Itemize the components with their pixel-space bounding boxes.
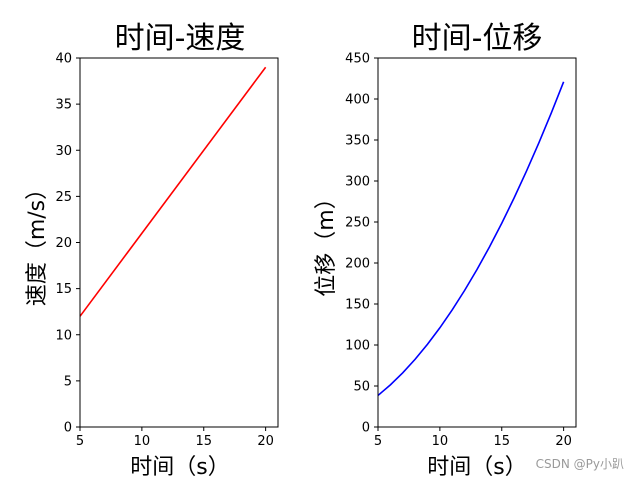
displacement-y-tick-label: 450	[345, 52, 370, 67]
displacement-x-tick-label: 10	[432, 434, 449, 449]
velocity-x-tick-label: 15	[195, 434, 212, 449]
velocity-y-tick-label: 35	[55, 98, 72, 113]
velocity-y-tick-label: 5	[64, 374, 72, 389]
velocity-y-tick-label: 25	[55, 190, 72, 205]
displacement-y-tick-label: 50	[353, 380, 370, 395]
displacement-x-axis-title: 时间（s）	[427, 455, 526, 480]
displacement-series-line	[377, 81, 565, 397]
displacement-x-tick-label: 15	[493, 434, 510, 449]
displacement-chart-title: 时间-位移	[412, 21, 543, 56]
velocity-series-line	[79, 66, 267, 317]
velocity-x-tick-label: 20	[257, 434, 274, 449]
displacement-y-tick-label: 350	[345, 134, 370, 149]
displacement-y-tick-label: 0	[362, 421, 370, 436]
velocity-x-axis-title: 时间（s）	[130, 455, 229, 480]
displacement-x-tick-label: 5	[374, 434, 382, 449]
displacement-y-tick-label: 200	[345, 257, 370, 272]
displacement-axes-frame	[377, 57, 577, 428]
velocity-y-tick-label: 0	[64, 421, 72, 436]
velocity-axes-frame	[79, 57, 279, 428]
displacement-y-tick-label: 150	[345, 298, 370, 313]
velocity-y-tick-label: 20	[55, 236, 72, 251]
velocity-y-tick-label: 15	[55, 282, 72, 297]
displacement-y-tick-label: 250	[345, 216, 370, 231]
velocity-chart-title: 时间-速度	[115, 21, 246, 56]
velocity-y-axis-title: 速度（m/s）	[25, 178, 50, 306]
displacement-y-tick-label: 300	[345, 175, 370, 190]
displacement-y-axis-title: 位移（m）	[314, 187, 339, 296]
velocity-y-tick-label: 30	[55, 144, 72, 159]
watermark-text: CSDN @Py小趴	[536, 457, 624, 471]
velocity-y-tick-label: 10	[55, 328, 72, 343]
displacement-y-tick-label: 100	[345, 339, 370, 354]
displacement-x-tick-label: 20	[555, 434, 572, 449]
velocity-y-tick-label: 40	[55, 52, 72, 67]
displacement-y-tick-label: 400	[345, 93, 370, 108]
displacement-time-panel: 时间-位移 时间（s） 位移（m） 5 10 15 20050100150200250…	[314, 21, 577, 480]
velocity-x-tick-label: 5	[76, 434, 84, 449]
velocity-x-tick-label: 10	[134, 434, 151, 449]
velocity-time-panel: 时间-速度 时间（s） 速度（m/s） 5 10 15 200510152025303…	[25, 21, 279, 480]
